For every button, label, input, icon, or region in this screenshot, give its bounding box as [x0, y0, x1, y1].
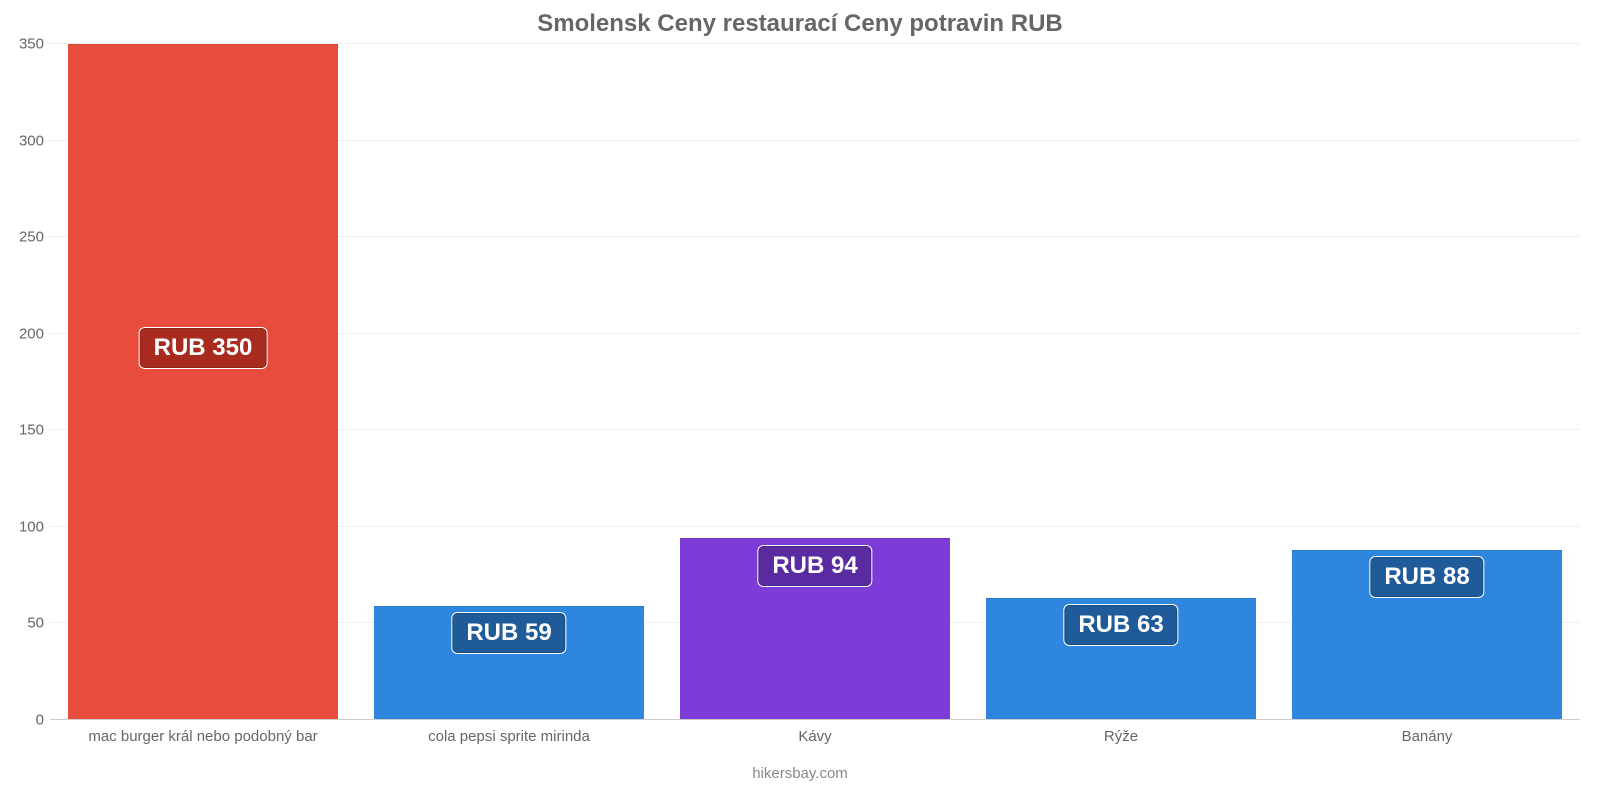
bar-value-badge: RUB 94 — [757, 545, 872, 587]
y-axis: 050100150200250300350 — [0, 44, 50, 720]
footer-credit: hikersbay.com — [0, 765, 1600, 782]
bar-value-badge: RUB 59 — [451, 612, 566, 654]
plot-area: 050100150200250300350 RUB 350RUB 59RUB 9… — [50, 44, 1580, 720]
bar-slot: RUB 350 — [50, 44, 356, 720]
bar — [68, 44, 337, 720]
bar-slot: RUB 88 — [1274, 44, 1580, 720]
bar-value-badge: RUB 88 — [1369, 556, 1484, 598]
bar-slot: RUB 94 — [662, 44, 968, 720]
x-tick-label: Rýže — [1104, 728, 1138, 745]
chart-title: Smolensk Ceny restaurací Ceny potravin R… — [0, 0, 1600, 44]
x-tick-label: mac burger král nebo podobný bar — [88, 728, 317, 745]
bars-container: RUB 350 RUB 59 RUB 94 RUB 63 RUB 88 — [50, 44, 1580, 720]
x-tick-label: cola pepsi sprite mirinda — [428, 728, 590, 745]
y-tick: 300 — [0, 132, 44, 149]
y-tick: 350 — [0, 36, 44, 53]
y-tick: 50 — [0, 615, 44, 632]
y-tick: 0 — [0, 712, 44, 729]
bar-slot: RUB 59 — [356, 44, 662, 720]
bar-value-badge: RUB 63 — [1063, 604, 1178, 646]
y-tick: 100 — [0, 518, 44, 535]
x-tick-label: Kávy — [798, 728, 831, 745]
y-tick: 150 — [0, 422, 44, 439]
x-tick-label: Banány — [1402, 728, 1453, 745]
x-axis-baseline — [50, 719, 1580, 720]
x-axis-labels: mac burger král nebo podobný bar cola pep… — [50, 728, 1580, 752]
y-tick: 200 — [0, 325, 44, 342]
y-tick: 250 — [0, 229, 44, 246]
bar-slot: RUB 63 — [968, 44, 1274, 720]
bar-value-badge: RUB 350 — [139, 327, 268, 369]
